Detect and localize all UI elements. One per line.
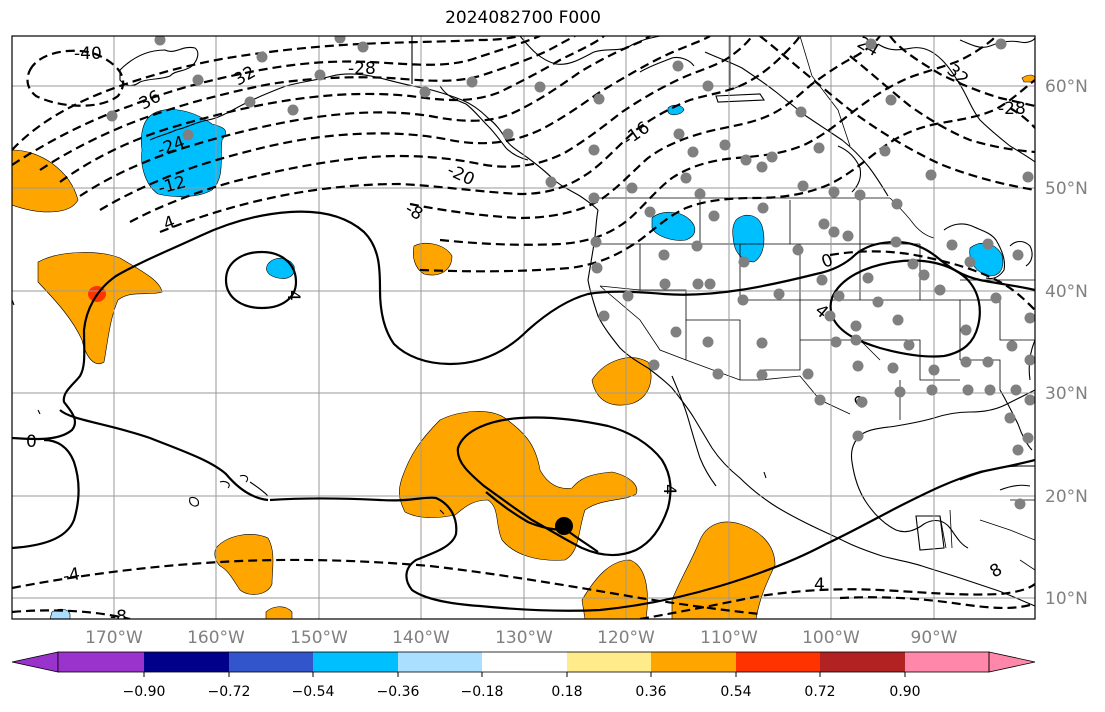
lat-label: 60°N — [1045, 77, 1088, 97]
contour-label: 4 — [814, 575, 825, 595]
colorbar-tick-label: −0.36 — [377, 684, 420, 700]
lat-label: 10°N — [1045, 589, 1088, 609]
lat-label: 30°N — [1045, 384, 1088, 404]
lon-label: 140°W — [392, 628, 450, 648]
lon-label: 130°W — [495, 628, 553, 648]
political-borders — [596, 36, 1035, 571]
lon-label: 170°W — [85, 628, 143, 648]
colorbar-max-extend — [988, 651, 1036, 673]
lat-label: 20°N — [1045, 487, 1088, 507]
contour-label: -8 — [110, 607, 127, 627]
colorbar-segment — [820, 652, 905, 672]
colorbar-tick-label: 0.90 — [889, 684, 920, 700]
lon-label: 160°W — [187, 628, 245, 648]
lat-label: 50°N — [1045, 179, 1088, 199]
lon-label: 90°W — [911, 628, 958, 648]
colorbar-tick-label: −0.18 — [461, 684, 504, 700]
graticule — [12, 36, 1035, 619]
colorbar-segment — [313, 652, 398, 672]
colorbar-segment — [567, 652, 651, 672]
map-title: 2024082700 F000 — [445, 8, 601, 28]
colorbar-tick-label: −0.72 — [208, 684, 251, 700]
contour-label: 0 — [26, 432, 37, 452]
lon-label: 120°W — [597, 628, 655, 648]
colorbar-segment — [905, 652, 989, 672]
colorbar-segment — [58, 652, 144, 672]
colorbar: −0.90 −0.72 −0.54 −0.36 −0.18 0.18 0.36 … — [11, 651, 1036, 700]
contour-label: -28 — [348, 59, 376, 79]
map-frame — [11, 35, 1036, 620]
colorbar-tick-label: 0.36 — [635, 684, 666, 700]
latitude-labels: 60°N 50°N 40°N 30°N 20°N 10°N — [1045, 77, 1088, 609]
colorbar-tick-label: 0.18 — [551, 684, 582, 700]
center-marker — [555, 517, 573, 535]
longitude-labels: 170°W 160°W 150°W 140°W 130°W 120°W 110°… — [85, 628, 958, 648]
negative-contours — [12, 36, 1035, 619]
colorbar-segment — [651, 652, 736, 672]
lon-label: 150°W — [290, 628, 348, 648]
solid-contours — [12, 210, 1035, 612]
lon-label: 110°W — [700, 628, 758, 648]
colorbar-ticks — [143, 672, 906, 677]
colorbar-segment — [398, 652, 482, 672]
contour-label: 4 — [659, 484, 679, 495]
lon-label: 100°W — [802, 628, 860, 648]
colorbar-segment — [144, 652, 229, 672]
colorbar-tick-label: −0.90 — [123, 684, 166, 700]
colorbar-tick-label: 0.72 — [804, 684, 835, 700]
contour-label: 4 — [283, 290, 303, 301]
station-markers — [106, 36, 1035, 510]
colorbar-segment — [229, 652, 313, 672]
colorbar-tick-label: 0.54 — [720, 684, 751, 700]
contour-label: -28 — [998, 99, 1026, 119]
colorbar-segment — [482, 652, 567, 672]
colorbar-tick-label: −0.54 — [292, 684, 335, 700]
colorbar-segment — [736, 652, 820, 672]
contour-label: -4 — [61, 564, 81, 587]
colorbar-min-extend — [11, 651, 59, 673]
lat-label: 40°N — [1045, 282, 1088, 302]
contour-label: -40 — [74, 44, 102, 64]
